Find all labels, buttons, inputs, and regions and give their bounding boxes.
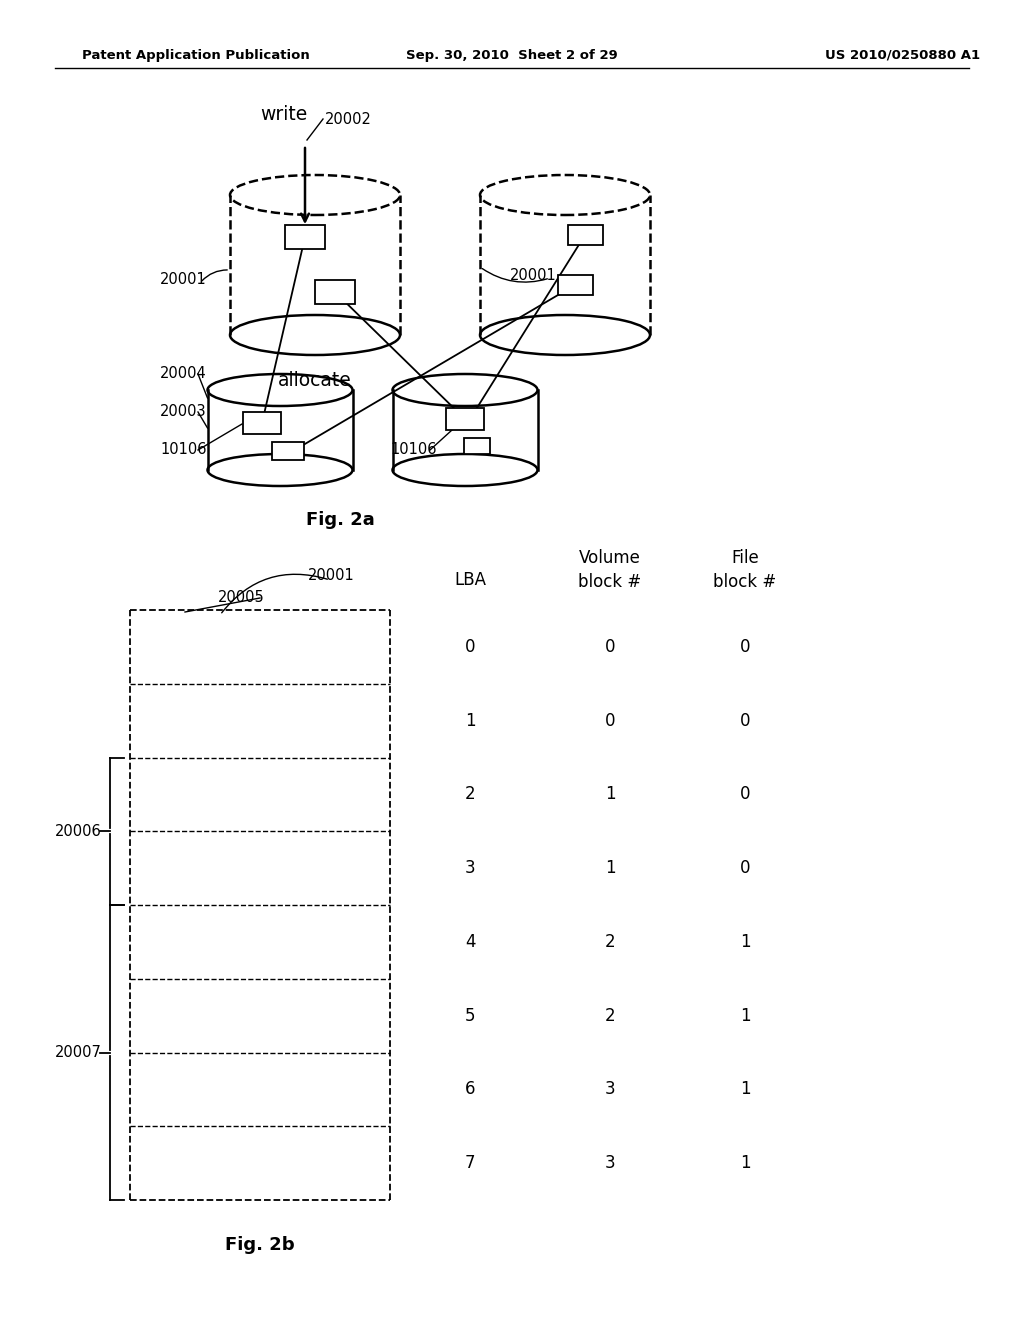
Bar [243,412,281,434]
Bar [557,275,593,294]
Bar [446,408,484,430]
Text: 0: 0 [739,785,751,804]
Text: 3: 3 [605,1154,615,1172]
Text: Patent Application Publication: Patent Application Publication [82,49,309,62]
Text: 20005: 20005 [218,590,265,606]
Text: Fig. 2b: Fig. 2b [225,1236,295,1254]
Text: write: write [260,106,307,124]
Bar [464,438,490,454]
Text: Fig. 2a: Fig. 2a [305,511,375,529]
Bar [272,442,304,459]
Bar [567,224,602,246]
Text: Sep. 30, 2010  Sheet 2 of 29: Sep. 30, 2010 Sheet 2 of 29 [407,49,617,62]
Text: 1: 1 [739,1007,751,1024]
Text: 3: 3 [465,859,475,876]
Text: 4: 4 [465,933,475,950]
Text: 2: 2 [465,785,475,804]
Text: allocate: allocate [278,371,352,389]
Text: 10106: 10106 [390,442,436,458]
Text: 1: 1 [605,785,615,804]
Text: 1: 1 [739,1080,751,1098]
Text: 20001: 20001 [160,272,207,288]
Text: 20007: 20007 [55,1045,102,1060]
Text: Volume
block #: Volume block # [579,549,642,591]
Text: 2: 2 [605,933,615,950]
Text: 0: 0 [739,859,751,876]
Text: 1: 1 [605,859,615,876]
Text: 20004: 20004 [160,367,207,381]
Bar [315,280,355,304]
Text: 10106: 10106 [160,442,207,458]
Bar [285,224,325,249]
Text: 0: 0 [739,711,751,730]
Text: 3: 3 [605,1080,615,1098]
Text: 2: 2 [605,1007,615,1024]
Text: 7: 7 [465,1154,475,1172]
Text: 0: 0 [465,638,475,656]
Text: US 2010/0250880 A1: US 2010/0250880 A1 [825,49,980,62]
Text: 0: 0 [739,638,751,656]
Text: 20001: 20001 [308,568,354,582]
Text: 20006: 20006 [55,824,102,838]
Text: 0: 0 [605,711,615,730]
Text: LBA: LBA [454,572,486,589]
Text: 0: 0 [605,638,615,656]
Text: 20002: 20002 [325,112,372,128]
Text: 1: 1 [465,711,475,730]
Text: 20003: 20003 [160,404,207,420]
Text: 20001: 20001 [510,268,557,282]
Text: 1: 1 [739,1154,751,1172]
Text: File
block #: File block # [714,549,776,591]
Text: 5: 5 [465,1007,475,1024]
Text: 1: 1 [739,933,751,950]
Text: 6: 6 [465,1080,475,1098]
